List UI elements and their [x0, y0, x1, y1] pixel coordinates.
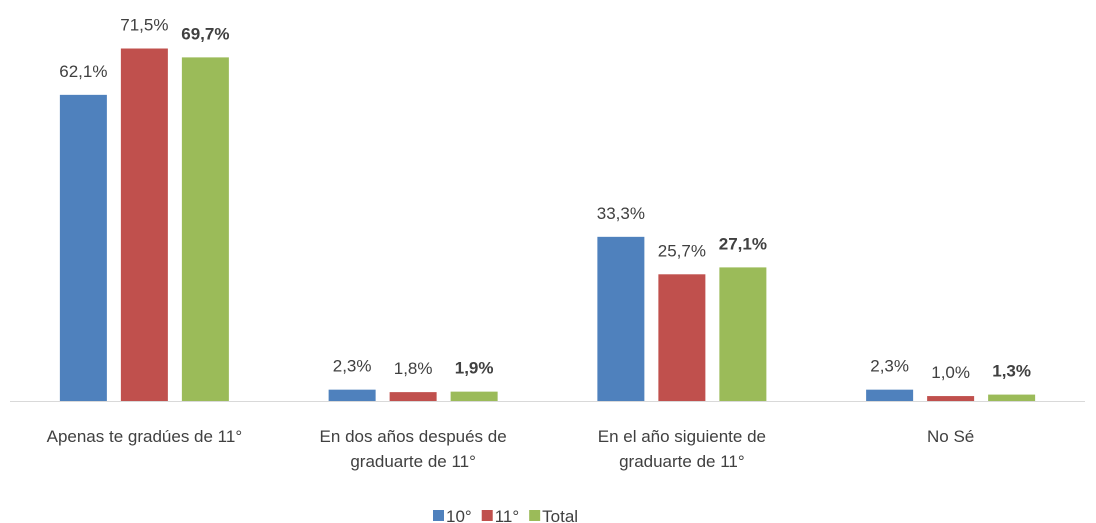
value-label: 2,3%	[333, 357, 372, 376]
bar	[866, 389, 914, 401]
value-label: 1,8%	[394, 359, 433, 378]
bar	[988, 394, 1036, 401]
x-tick-line: No Sé	[927, 427, 974, 446]
x-tick-label: En el año siguiente de graduarte de 11°	[598, 427, 766, 471]
legend-label: Total	[542, 507, 578, 523]
value-label: 25,7%	[658, 241, 706, 260]
value-label: 1,3%	[992, 362, 1031, 381]
bar	[719, 267, 767, 401]
value-label: 27,1%	[719, 234, 767, 253]
legend-label: 10°	[446, 507, 472, 523]
value-label: 2,3%	[870, 357, 909, 376]
legend-label: 11°	[495, 507, 519, 523]
x-tick-line: En dos años después de	[320, 427, 507, 446]
bar	[658, 274, 706, 401]
bar	[927, 396, 975, 401]
bar	[181, 57, 229, 402]
x-tick-line: graduarte de 11°	[619, 452, 745, 471]
x-tick-line: Apenas te gradúes de 11°	[47, 427, 243, 446]
bar	[59, 94, 107, 402]
x-tick-line: graduarte de 11°	[350, 452, 476, 471]
value-label: 33,3%	[597, 204, 645, 223]
bar	[389, 392, 437, 401]
bar	[328, 389, 376, 401]
value-label: 71,5%	[120, 16, 168, 35]
x-tick-line: En el año siguiente de	[598, 427, 766, 446]
bar	[120, 48, 168, 401]
value-label: 62,1%	[59, 62, 107, 81]
legend-swatch	[481, 510, 493, 521]
legend-swatch	[529, 510, 541, 521]
value-label: 1,9%	[455, 359, 494, 378]
bar	[597, 236, 645, 401]
x-tick-label: En dos años después de graduarte de 11°	[320, 427, 507, 471]
legend-swatch	[433, 510, 444, 521]
value-label: 1,0%	[931, 363, 970, 382]
value-label: 69,7%	[181, 24, 229, 43]
bar	[450, 391, 498, 401]
x-tick-label: Apenas te gradúes de 11°	[47, 427, 243, 446]
x-tick-label: No Sé	[927, 427, 974, 446]
